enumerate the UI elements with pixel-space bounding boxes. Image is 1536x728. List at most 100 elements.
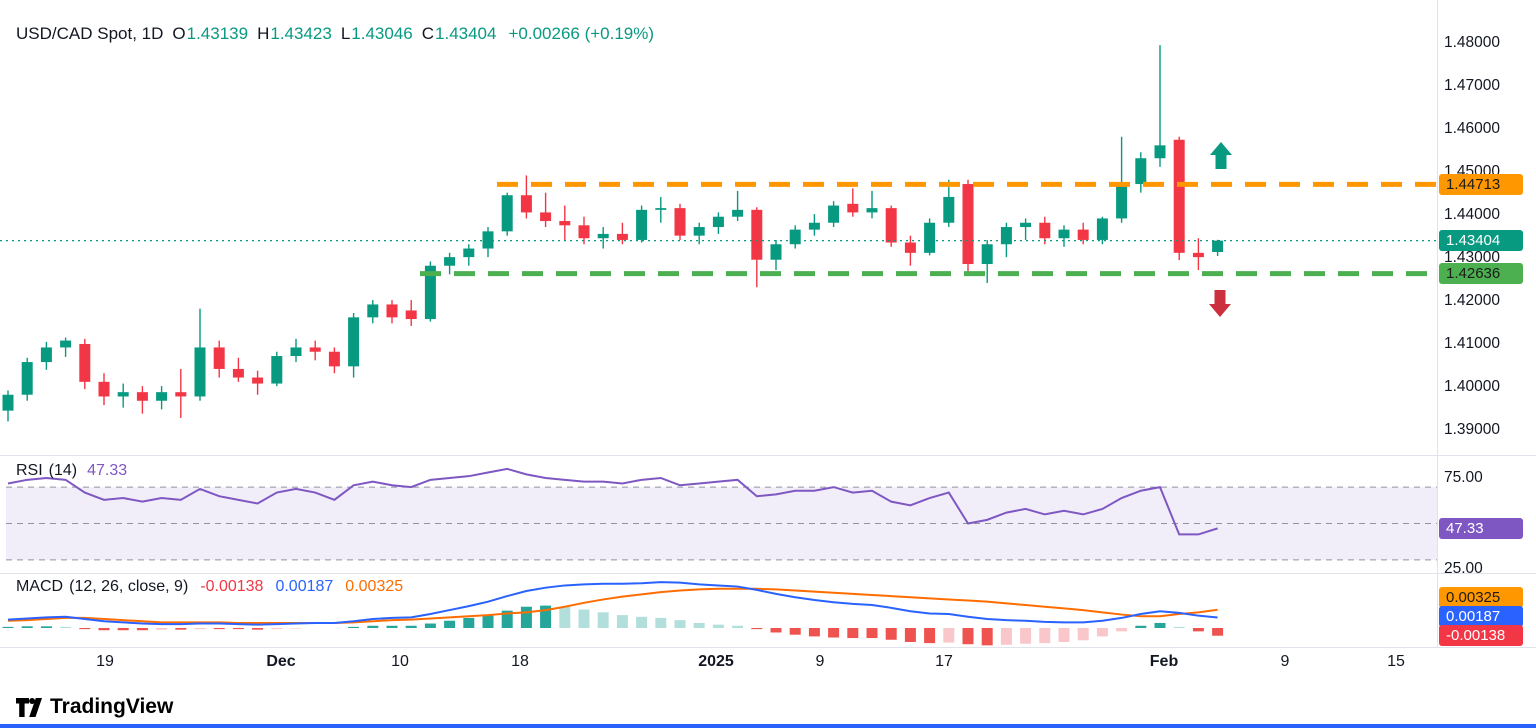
- macd-histogram-bar: [79, 628, 91, 630]
- macd-histogram-bar: [520, 606, 532, 628]
- macd-histogram-bar: [616, 615, 628, 628]
- ohlc-value: 1.43423: [270, 24, 332, 43]
- macd-histogram-bar: [540, 605, 552, 628]
- ohlc-key: H: [257, 24, 270, 43]
- time-axis-label: 9: [815, 653, 825, 670]
- rsi-axis-badge: 47.33: [1439, 517, 1523, 539]
- candlestick-series[interactable]: [2, 45, 1224, 422]
- symbol-title[interactable]: USD/CAD Spot, 1D: [16, 24, 164, 43]
- rsi-axis-label: 75.00: [1444, 469, 1483, 486]
- rsi-pane: [6, 467, 1437, 561]
- macd-histogram-bar: [674, 620, 686, 628]
- macd-histogram-bar: [847, 628, 859, 639]
- macd-histogram-bar: [1192, 628, 1204, 632]
- rsi-value: 47.33: [87, 462, 128, 479]
- macd-histogram-bar: [1077, 628, 1089, 641]
- macd-histogram-bar: [808, 628, 820, 637]
- bottom-accent-bar: [0, 724, 1536, 728]
- macd-histogram-bar: [213, 628, 225, 630]
- macd-histogram-bar: [117, 628, 129, 631]
- macd-histogram-bar: [962, 628, 974, 645]
- macd-histogram-bar: [367, 625, 379, 628]
- macd-signal-line: [7, 587, 1218, 624]
- time-axis-divider: [0, 647, 1536, 648]
- macd-histogram-bar: [482, 614, 494, 628]
- macd-histogram-bar: [98, 628, 110, 631]
- macd-histogram-bar: [578, 609, 590, 628]
- macd-title[interactable]: MACD: [16, 578, 64, 595]
- macd-histogram-bar: [770, 628, 782, 633]
- tradingview-logo-icon: [16, 697, 42, 717]
- macd-histogram-bar: [290, 628, 302, 629]
- macd-histogram-bar: [21, 626, 33, 628]
- macd-histogram-bar: [1116, 628, 1128, 632]
- macd-axis-badge: 0.00187: [1439, 606, 1523, 628]
- arrow-down-annotation[interactable]: [1209, 290, 1231, 317]
- time-axis-label: Feb: [1149, 653, 1179, 670]
- macd-header: MACD (12, 26, close, 9) -0.00138 0.00187 0.0…: [16, 578, 403, 596]
- macd-histogram-bar: [789, 628, 801, 635]
- price-axis-label: 1.41000: [1444, 335, 1501, 352]
- macd-histogram-bar: [252, 628, 264, 630]
- price-axis-badge: 1.42636: [1439, 263, 1523, 285]
- macd-histogram-bar: [559, 606, 571, 628]
- pane-divider-rsi-macd[interactable]: [0, 573, 1536, 574]
- rsi-line[interactable]: [7, 467, 1218, 536]
- macd-histogram-bar: [693, 622, 705, 628]
- time-axis-label: 9: [1280, 653, 1290, 670]
- macd-histogram-bar: [1212, 628, 1224, 636]
- symbol-header: USD/CAD Spot, 1D O1.43139 H1.43423 L1.43046…: [16, 24, 654, 44]
- macd-histogram-bar: [828, 628, 840, 638]
- macd-histogram-bar: [156, 628, 168, 630]
- macd-histogram-bar: [1135, 625, 1147, 628]
- ohlc-key: C: [421, 24, 435, 43]
- ohlc-key: L: [340, 24, 351, 43]
- rsi-title[interactable]: RSI: [16, 462, 43, 479]
- macd-histogram-bar: [1039, 628, 1051, 644]
- macd-readout-value: 0.00325: [345, 578, 404, 595]
- macd-histogram-bar: [904, 628, 916, 642]
- price-axis-label: 1.47000: [1444, 77, 1501, 94]
- price-axis-label: 1.42000: [1444, 292, 1501, 309]
- macd-histogram-bar: [943, 628, 955, 643]
- price-axis-badge: 1.44713: [1439, 173, 1523, 195]
- time-axis-label: 2025: [698, 653, 734, 670]
- price-axis-label: 1.40000: [1444, 378, 1501, 395]
- macd-histogram-bar: [501, 610, 513, 628]
- macd-histogram-bar: [981, 628, 993, 646]
- macd-readout: -0.00138 0.00187 0.00325: [188, 578, 403, 595]
- macd-histogram-bar: [232, 628, 244, 630]
- time-axis-label: 10: [391, 653, 409, 670]
- macd-histogram-bar: [405, 625, 417, 628]
- macd-histogram-bar: [655, 617, 667, 628]
- macd-histogram-bar: [712, 624, 724, 628]
- macd-histogram-bar: [1058, 628, 1070, 642]
- ohlc-value: 1.43046: [351, 24, 413, 43]
- macd-histogram-bar: [1000, 628, 1012, 645]
- rsi-header: RSI (14) 47.33: [16, 462, 127, 480]
- tradingview-logo[interactable]: TradingView: [16, 695, 173, 719]
- macd-readout-value: -0.00138: [200, 578, 264, 595]
- macd-readout-value: 0.00187: [275, 578, 334, 595]
- macd-histogram-bar: [348, 626, 360, 628]
- macd-histogram-bar: [60, 626, 72, 628]
- macd-histogram-bar: [386, 625, 398, 628]
- macd-line: [7, 581, 1218, 626]
- macd-histogram-bar: [1154, 622, 1166, 628]
- macd-histogram-bar: [136, 628, 148, 631]
- macd-histogram-bar: [1096, 628, 1108, 637]
- macd-histogram-bar: [885, 628, 897, 640]
- macd-histogram-bar: [194, 628, 206, 630]
- rsi-axis-label: 25.00: [1444, 560, 1483, 577]
- macd-axis-badge: 0.00325: [1439, 587, 1523, 609]
- time-axis-label: 17: [935, 653, 953, 670]
- macd-pane: [2, 581, 1224, 646]
- time-axis-label: 18: [511, 653, 529, 670]
- price-axis-label: 1.43000: [1444, 249, 1501, 266]
- pane-divider-price-rsi[interactable]: [0, 455, 1536, 456]
- price-axis-label: 1.39000: [1444, 421, 1501, 438]
- arrow-up-annotation[interactable]: [1210, 142, 1232, 169]
- macd-histogram-bar: [1020, 628, 1032, 644]
